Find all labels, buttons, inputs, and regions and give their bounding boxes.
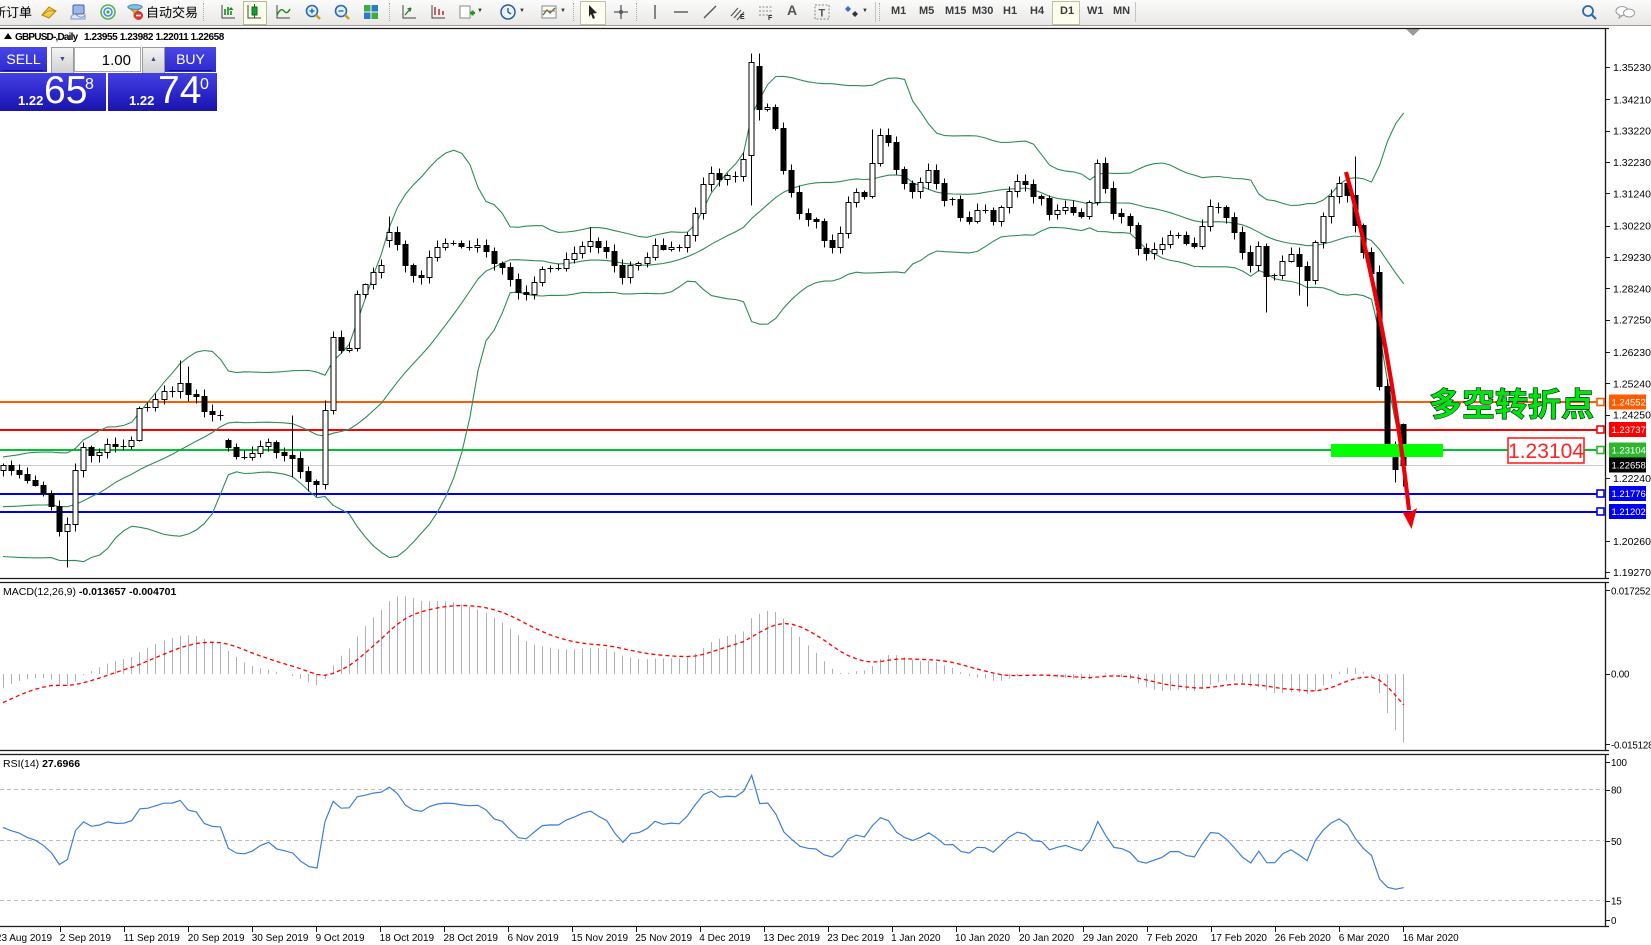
svg-text:6 Mar 2020: 6 Mar 2020 — [1339, 933, 1390, 944]
svg-text:1.29230: 1.29230 — [1613, 252, 1651, 264]
svg-text:1.33220: 1.33220 — [1613, 126, 1651, 138]
svg-text:1.23955 1.23982 1.22011 1.2265: 1.23955 1.23982 1.22011 1.22658 — [84, 32, 225, 43]
svg-text:1.26230: 1.26230 — [1613, 347, 1651, 359]
svg-text:11 Sep 2019: 11 Sep 2019 — [124, 933, 180, 944]
svg-text:15 Nov 2019: 15 Nov 2019 — [571, 933, 628, 944]
svg-text:F: F — [768, 15, 773, 21]
svg-text:7 Feb 2020: 7 Feb 2020 — [1147, 933, 1198, 944]
svg-text:23 Dec 2019: 23 Dec 2019 — [827, 933, 884, 944]
svg-text:E: E — [740, 14, 745, 21]
svg-text:T: T — [819, 8, 826, 20]
svg-text:1.21202: 1.21202 — [1612, 507, 1646, 518]
svg-text:26 Feb 2020: 26 Feb 2020 — [1275, 933, 1332, 944]
svg-text:1.28240: 1.28240 — [1613, 283, 1651, 295]
svg-text:1.27250: 1.27250 — [1613, 315, 1651, 327]
svg-text:0.017252: 0.017252 — [1611, 587, 1650, 598]
svg-text:MACD(12,26,9) -0.013657 -0.004: MACD(12,26,9) -0.013657 -0.004701 — [3, 586, 177, 598]
svg-text:29 Jan 2020: 29 Jan 2020 — [1083, 933, 1138, 944]
svg-text:25 Nov 2019: 25 Nov 2019 — [635, 933, 692, 944]
svg-text:4 Dec 2019: 4 Dec 2019 — [699, 933, 751, 944]
svg-text:80: 80 — [1611, 786, 1622, 797]
svg-text:1.22240: 1.22240 — [1613, 473, 1651, 485]
svg-text:2 Sep 2019: 2 Sep 2019 — [60, 933, 112, 944]
svg-text:-0.015128: -0.015128 — [1611, 741, 1651, 752]
svg-text:1.32230: 1.32230 — [1613, 157, 1651, 169]
svg-text:23 Aug 2019: 23 Aug 2019 — [0, 933, 53, 944]
svg-text:18 Oct 2019: 18 Oct 2019 — [380, 933, 435, 944]
svg-text:13 Dec 2019: 13 Dec 2019 — [763, 933, 820, 944]
svg-text:100: 100 — [1611, 758, 1627, 769]
svg-text:1.19270: 1.19270 — [1613, 567, 1651, 579]
svg-text:RSI(14) 27.6966: RSI(14) 27.6966 — [3, 758, 80, 770]
svg-text:1.24552: 1.24552 — [1612, 398, 1646, 409]
svg-text:1 Jan 2020: 1 Jan 2020 — [891, 933, 941, 944]
svg-text:1.23104: 1.23104 — [1508, 440, 1584, 463]
svg-text:15: 15 — [1611, 897, 1622, 908]
svg-text:1.25240: 1.25240 — [1613, 378, 1651, 390]
svg-text:0.00: 0.00 — [1611, 670, 1630, 681]
svg-text:17 Feb 2020: 17 Feb 2020 — [1211, 933, 1268, 944]
svg-text:1.24250: 1.24250 — [1613, 410, 1651, 422]
svg-text:6 Nov 2019: 6 Nov 2019 — [508, 933, 560, 944]
svg-text:20 Sep 2019: 20 Sep 2019 — [188, 933, 245, 944]
svg-text:9 Oct 2019: 9 Oct 2019 — [316, 933, 365, 944]
svg-text:1.23737: 1.23737 — [1612, 425, 1646, 436]
svg-text:50: 50 — [1611, 837, 1622, 848]
svg-text:28 Oct 2019: 28 Oct 2019 — [444, 933, 499, 944]
svg-text:1.22658: 1.22658 — [1612, 461, 1646, 472]
svg-text:1.23104: 1.23104 — [1612, 446, 1646, 457]
svg-text:10 Jan 2020: 10 Jan 2020 — [955, 933, 1010, 944]
svg-text:20 Jan 2020: 20 Jan 2020 — [1019, 933, 1074, 944]
svg-text:1.34210: 1.34210 — [1613, 94, 1651, 106]
svg-text:1.30220: 1.30220 — [1613, 221, 1651, 233]
svg-text:1.31240: 1.31240 — [1613, 188, 1651, 200]
svg-text:0: 0 — [1611, 916, 1617, 927]
svg-text:GBPUSD-,Daily: GBPUSD-,Daily — [15, 32, 79, 43]
svg-text:30 Sep 2019: 30 Sep 2019 — [252, 933, 309, 944]
svg-text:1.20260: 1.20260 — [1613, 536, 1651, 548]
svg-text:1.35230: 1.35230 — [1613, 62, 1651, 74]
svg-text:16 Mar 2020: 16 Mar 2020 — [1403, 933, 1460, 944]
svg-text:1.21776: 1.21776 — [1612, 489, 1646, 500]
